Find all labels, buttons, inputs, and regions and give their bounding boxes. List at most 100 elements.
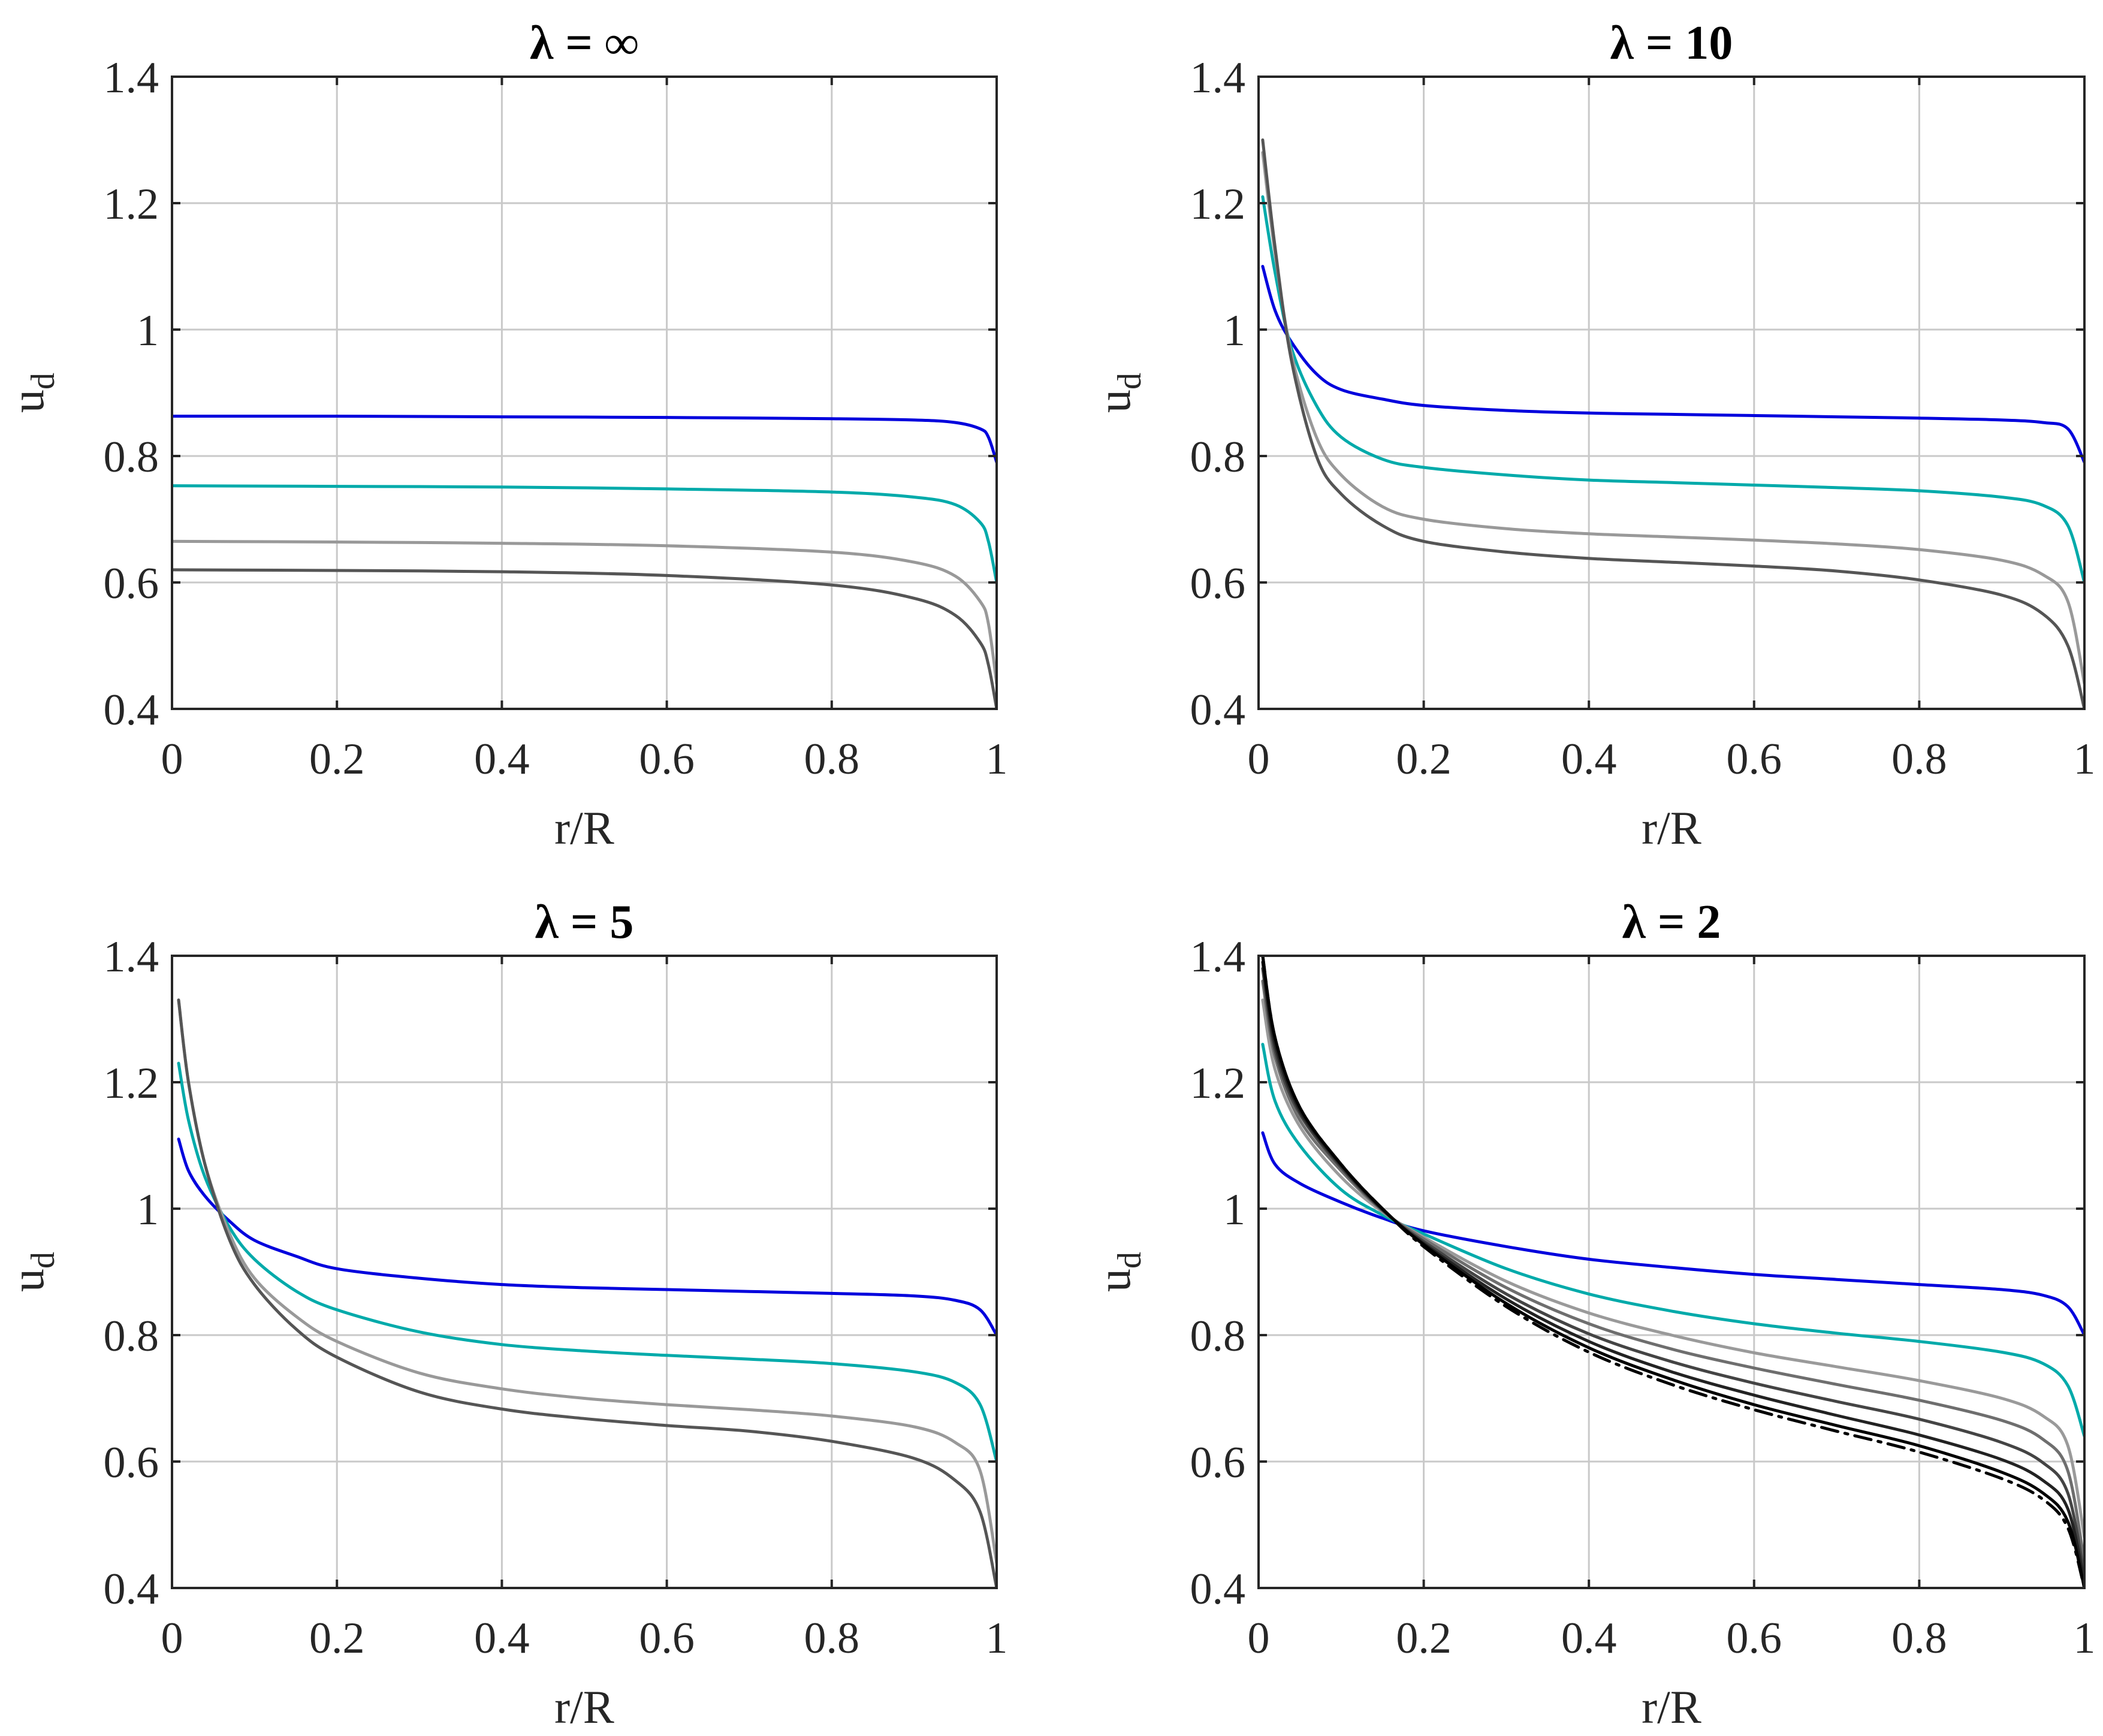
series-line-light-gray (172, 539, 997, 686)
y-tick-label: 1 (1223, 1185, 1245, 1234)
series-line-dark-gray (172, 568, 997, 709)
y-tick-label: 0.4 (1190, 1565, 1246, 1614)
series-line-light-gray (1261, 151, 2084, 686)
y-tick-label: 0.6 (1190, 559, 1246, 608)
x-tick-label: 0 (1248, 735, 1270, 784)
series-line-blue (1261, 1131, 2084, 1337)
y-tick-label: 1.2 (1190, 180, 1246, 229)
panel-lambda-10: 0 0.2 0.4 0.6 0.8 1 0.4 0.6 0.8 1 1.2 1.4 λ = 10 r/R u… (1088, 17, 2096, 854)
x-tick-label: 0.8 (804, 735, 860, 784)
series-line-dark-gray (177, 998, 997, 1588)
x-axis-label: r/R (554, 1681, 614, 1733)
x-tick-label: 0.6 (639, 1614, 695, 1663)
x-axis-label: r/R (554, 802, 614, 854)
series-line-light-gray (177, 998, 997, 1565)
series-line-teal (1261, 1043, 2084, 1438)
series-line-blue (177, 1137, 997, 1337)
x-tick-label: 0.6 (1727, 1614, 1782, 1663)
panel-lambda-2: 0 0.2 0.4 0.6 0.8 1 0.4 0.6 0.8 1 1.2 1.4 λ = 2 r/R ud (1088, 896, 2096, 1733)
panel-title: λ = ∞ (530, 17, 639, 70)
x-tick-label: 0 (1248, 1614, 1270, 1663)
y-tick-label: 1.4 (1190, 53, 1246, 102)
y-axis-label-main: u (1, 1269, 53, 1292)
y-tick-label: 1.2 (1190, 1059, 1246, 1108)
y-tick-label: 0.4 (104, 686, 159, 735)
series-line-blue (1261, 265, 2084, 464)
series-group (1261, 138, 2084, 709)
y-axis-label-subscript: d (25, 373, 62, 390)
series-line-teal (177, 1061, 997, 1463)
x-tick-label: 0.8 (804, 1614, 860, 1663)
panel-lambda-5: 0 0.2 0.4 0.6 0.8 1 0.4 0.6 0.8 1 1.2 1.4 λ = 5 r/R ud (1, 896, 1008, 1733)
y-tick-label: 1.4 (1190, 932, 1246, 982)
x-tick-label: 0.4 (1561, 735, 1617, 784)
axes-frame (1257, 955, 2086, 1589)
x-tick-label: 0.6 (1727, 735, 1782, 784)
series-line-gray-3 (1261, 967, 2084, 1577)
axes-frame (171, 955, 998, 1589)
x-tick-label: 0.2 (309, 735, 365, 784)
y-tick-label: 0.6 (1190, 1438, 1246, 1487)
series-group (172, 414, 997, 709)
series-line-dark-gray (1261, 138, 2084, 709)
y-axis-label: ud (1, 1252, 62, 1292)
y-tick-label: 0.6 (104, 1438, 159, 1487)
series-group (1261, 956, 2084, 1588)
x-tick-label: 1 (986, 1614, 1008, 1663)
x-tick-label: 0.2 (309, 1614, 365, 1663)
panel-lambda-infinity: 0 0.2 0.4 0.6 0.8 1 0.4 0.6 0.8 1 1.2 1.4 λ = ∞ r/R ud (1, 17, 1008, 854)
series-group (177, 998, 997, 1588)
y-axis-label-subscript: d (25, 1252, 62, 1269)
y-tick-label: 1.4 (104, 53, 159, 102)
series-line-blue (172, 414, 997, 464)
x-tick-label: 0 (161, 1614, 183, 1663)
y-tick-label: 1 (137, 306, 159, 355)
y-axis-label-subscript: d (1111, 1252, 1148, 1269)
y-tick-label: 1.2 (104, 180, 159, 229)
series-line-black-dash-dot (1261, 956, 2084, 1588)
y-tick-label: 0.8 (104, 433, 159, 482)
series-line-gray-4 (1261, 961, 2084, 1583)
y-axis-label-main: u (1, 390, 53, 413)
series-line-teal (172, 484, 997, 584)
x-tick-label: 0.4 (1561, 1614, 1617, 1663)
y-tick-label: 0.8 (1190, 433, 1246, 482)
y-tick-label: 0.6 (104, 559, 159, 608)
y-axis-label: ud (1088, 1252, 1148, 1292)
y-tick-label: 1.2 (104, 1059, 159, 1108)
y-tick-label: 0.4 (104, 1565, 159, 1614)
y-tick-label: 0.8 (104, 1312, 159, 1361)
y-tick-label: 0.4 (1190, 686, 1246, 735)
y-axis-label-main: u (1088, 1269, 1140, 1292)
y-tick-label: 1.4 (104, 932, 159, 982)
y-tick-label: 1 (137, 1185, 159, 1234)
x-tick-label: 0 (161, 735, 183, 784)
x-tick-label: 1 (2074, 1614, 2096, 1663)
x-tick-label: 0.8 (1891, 1614, 1947, 1663)
y-axis-label: ud (1088, 373, 1148, 413)
x-tick-label: 1 (2074, 735, 2096, 784)
panel-title: λ = 2 (1622, 896, 1721, 949)
x-tick-label: 0.8 (1891, 735, 1947, 784)
x-tick-label: 0.6 (639, 735, 695, 784)
x-axis-label: r/R (1642, 1681, 1701, 1733)
axes-frame (171, 76, 998, 710)
y-axis-label-main: u (1088, 390, 1140, 413)
y-tick-label: 0.8 (1190, 1312, 1246, 1361)
x-tick-label: 1 (986, 735, 1008, 784)
panel-title: λ = 5 (535, 896, 634, 949)
y-tick-label: 1 (1223, 306, 1245, 355)
panel-title: λ = 10 (1610, 17, 1733, 70)
series-line-black (1261, 956, 2084, 1588)
y-axis-label-subscript: d (1111, 373, 1148, 390)
y-axis-label: ud (1, 373, 62, 413)
x-axis-label: r/R (1642, 802, 1701, 854)
x-tick-label: 0.4 (474, 1614, 530, 1663)
series-line-teal (1261, 195, 2084, 584)
series-line-gray-1 (1261, 998, 2084, 1539)
x-tick-label: 0.2 (1396, 735, 1452, 784)
axes-frame (1257, 76, 2086, 710)
x-tick-label: 0.4 (474, 735, 530, 784)
series-line-gray-2 (1261, 979, 2084, 1565)
